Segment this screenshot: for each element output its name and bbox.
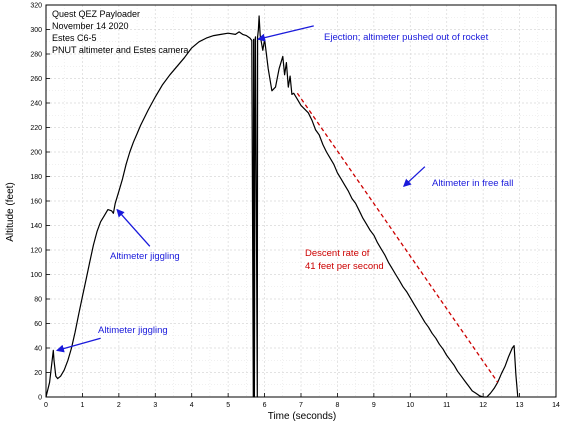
header-line: Quest QEZ Payloader bbox=[52, 9, 140, 19]
x-tick-label: 11 bbox=[443, 402, 450, 409]
annotation-arrow bbox=[257, 25, 314, 42]
x-tick-label: 13 bbox=[516, 402, 524, 409]
x-axis-title: Time (seconds) bbox=[268, 411, 337, 422]
header-line: Estes C6-5 bbox=[52, 33, 97, 43]
y-tick-label: 180 bbox=[30, 174, 42, 181]
y-tick-label: 40 bbox=[34, 346, 42, 353]
y-tick-label: 220 bbox=[30, 125, 42, 132]
y-tick-label: 80 bbox=[34, 297, 42, 304]
annotation-arrow bbox=[116, 208, 151, 247]
annotation-arrow bbox=[402, 166, 426, 187]
annotation-arrow bbox=[55, 337, 101, 353]
x-tick-label: 3 bbox=[153, 402, 157, 409]
y-tick-label: 140 bbox=[30, 223, 42, 230]
y-tick-label: 60 bbox=[34, 321, 42, 328]
y-tick-label: 320 bbox=[30, 3, 42, 10]
annotation-descent-rate-value: 41 feet per second bbox=[305, 261, 384, 272]
chart-header: Quest QEZ Payloader November 14 2020 Est… bbox=[52, 9, 188, 55]
x-tick-label: 2 bbox=[117, 402, 121, 409]
grid bbox=[46, 5, 556, 397]
y-tick-label: 20 bbox=[34, 370, 42, 377]
annotation-jiggling-mid: Altimeter jiggling bbox=[110, 251, 180, 262]
annotation-free-fall: Altimeter in free fall bbox=[432, 178, 513, 189]
y-tick-label: 280 bbox=[30, 52, 42, 59]
annotation-jiggling-low: Altimeter jiggling bbox=[98, 325, 168, 336]
annotations: Altimeter jiggling Altimeter jiggling Ej… bbox=[55, 25, 513, 353]
descent-fit-line bbox=[296, 92, 499, 383]
x-axis: 0 1 2 3 4 5 6 7 8 9 10 11 12 13 14 bbox=[44, 393, 560, 409]
x-tick-label: 6 bbox=[263, 402, 267, 409]
x-tick-label: 14 bbox=[552, 402, 560, 409]
y-axis-title: Altitude (feet) bbox=[5, 182, 16, 241]
y-tick-label: 120 bbox=[30, 248, 42, 255]
annotation-ejection: Ejection; altimeter pushed out of rocket bbox=[324, 32, 489, 43]
annotation-descent-rate: Descent rate of bbox=[305, 248, 370, 259]
y-tick-label: 260 bbox=[30, 76, 42, 83]
header-line: PNUT altimeter and Estes camera bbox=[52, 45, 188, 55]
header-line: November 14 2020 bbox=[52, 21, 129, 31]
x-tick-label: 12 bbox=[479, 402, 487, 409]
x-tick-label: 10 bbox=[406, 402, 414, 409]
y-tick-label: 0 bbox=[38, 395, 42, 402]
x-tick-label: 1 bbox=[80, 402, 84, 409]
y-tick-label: 240 bbox=[30, 101, 42, 108]
x-tick-label: 8 bbox=[335, 402, 339, 409]
x-tick-label: 4 bbox=[190, 402, 194, 409]
x-tick-label: 5 bbox=[226, 402, 230, 409]
y-axis: 0 20 40 60 80 100 120 140 160 180 200 220 240 260 280 3… bbox=[30, 3, 50, 402]
y-tick-label: 100 bbox=[30, 272, 42, 279]
altitude-series-line bbox=[45, 15, 519, 398]
x-tick-label: 7 bbox=[299, 402, 303, 409]
y-tick-label: 160 bbox=[30, 199, 42, 206]
x-tick-label: 0 bbox=[44, 402, 48, 409]
y-tick-label: 200 bbox=[30, 150, 42, 157]
y-tick-label: 300 bbox=[30, 27, 42, 34]
x-tick-label: 9 bbox=[372, 402, 376, 409]
